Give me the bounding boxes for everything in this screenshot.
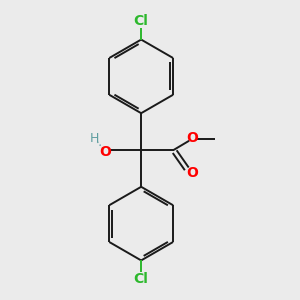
Text: O: O: [99, 146, 111, 159]
Text: Cl: Cl: [134, 272, 148, 286]
Text: O: O: [187, 131, 199, 145]
Text: H: H: [90, 132, 99, 145]
Text: O: O: [186, 167, 198, 180]
Text: Cl: Cl: [134, 14, 148, 28]
